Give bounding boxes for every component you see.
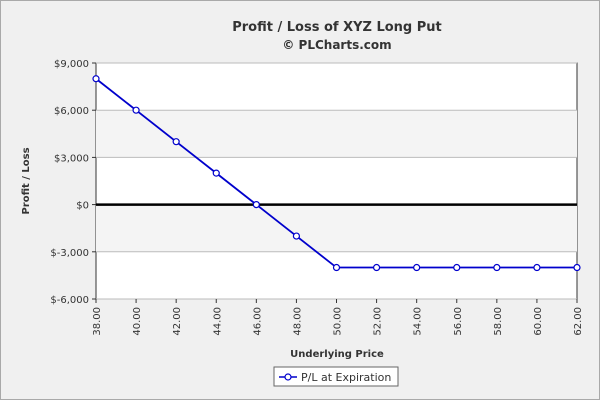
data-point <box>132 106 140 114</box>
x-tick-label: 54.00 <box>413 307 424 336</box>
grid-band <box>96 110 577 158</box>
grid-band <box>96 204 577 252</box>
data-point <box>372 263 381 272</box>
x-tick-label: 62.00 <box>573 307 584 336</box>
x-axis-label: Underlying Price <box>290 349 384 360</box>
legend-marker-icon <box>284 373 292 381</box>
x-tick-label: 56.00 <box>453 307 464 336</box>
y-tick-label: $6,000 <box>54 106 89 117</box>
legend-entry-label: P/L at Expiration <box>301 371 391 384</box>
data-point <box>332 263 341 272</box>
data-point <box>92 75 100 83</box>
x-tick-label: 52.00 <box>373 307 384 336</box>
y-axis-label: Profit / Loss <box>21 147 32 214</box>
plot-area <box>95 62 578 300</box>
grid-lines <box>96 62 577 300</box>
y-tick-label: $9,000 <box>54 59 89 70</box>
data-point <box>573 263 581 272</box>
x-tick-label: 60.00 <box>533 307 544 336</box>
x-tick-label: 58.00 <box>493 307 504 336</box>
y-axis-ticks: $9,000 $6,000 $3,000 $0 $-3,000 $-6,000 <box>50 59 96 306</box>
x-tick-label: 38.00 <box>92 307 103 336</box>
chart-subtitle: © PLCharts.com <box>282 38 391 52</box>
data-point <box>292 232 301 240</box>
legend-box <box>273 366 399 387</box>
x-axis-ticks: 38.00 40.00 42.00 44.00 46.00 48.00 50.00 52.00… <box>92 299 584 336</box>
y-tick-label: $3,000 <box>54 153 89 164</box>
x-tick-label: 46.00 <box>252 307 263 336</box>
x-tick-label: 44.00 <box>212 307 223 336</box>
data-point <box>453 263 461 272</box>
y-tick-label: $-3,000 <box>50 248 89 259</box>
x-tick-label: 50.00 <box>333 307 344 336</box>
chart-title: Profit / Loss of XYZ Long Put <box>232 20 442 35</box>
y-tick-label: $-6,000 <box>50 295 89 306</box>
legend: P/L at Expiration <box>273 366 399 387</box>
x-tick-label: 48.00 <box>292 307 303 336</box>
data-point <box>172 138 180 146</box>
data-point <box>413 263 421 272</box>
series-layer <box>92 75 581 272</box>
data-point <box>252 201 260 209</box>
x-tick-label: 42.00 <box>172 307 183 336</box>
data-point <box>533 263 541 272</box>
x-tick-label: 40.00 <box>132 307 143 336</box>
y-tick-label: $0 <box>76 201 89 212</box>
data-point <box>212 169 220 177</box>
data-point <box>493 263 501 272</box>
